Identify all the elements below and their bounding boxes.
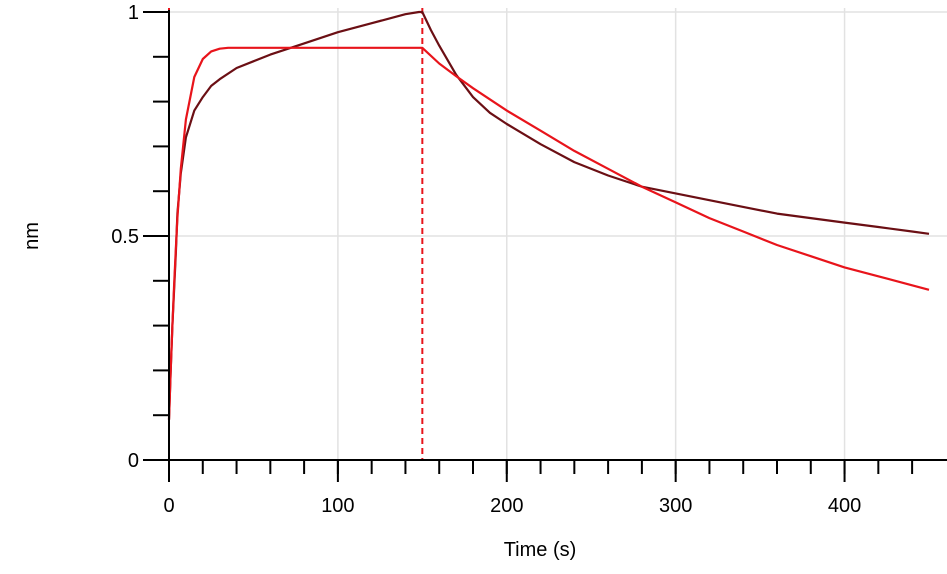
- data-series: [167, 10, 930, 420]
- y-tick-label: 1: [128, 2, 139, 24]
- x-tick-label: 0: [163, 495, 174, 517]
- measured-curve: [167, 10, 930, 420]
- y-axis-label: nm: [21, 222, 43, 250]
- x-tick-label: 400: [828, 495, 861, 517]
- y-tick-label: 0: [128, 450, 139, 472]
- fitted-curve: [167, 46, 930, 420]
- x-tick-label: 100: [321, 495, 354, 517]
- x-tick-label: 200: [490, 495, 523, 517]
- x-tick-label: 300: [659, 495, 692, 517]
- grid-lines: [169, 8, 947, 460]
- x-axis-label: Time (s): [504, 539, 577, 561]
- axis-ticks: 0 100 200 300 400 0 0.5 1: [111, 2, 914, 517]
- y-tick-label: 0.5: [111, 226, 139, 248]
